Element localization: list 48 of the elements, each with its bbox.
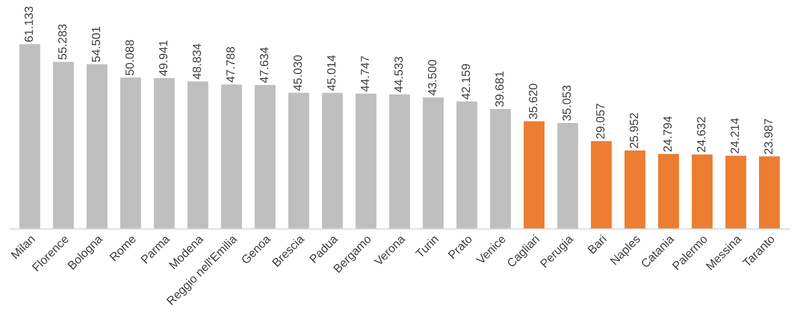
bar xyxy=(86,64,108,229)
bar xyxy=(624,150,646,229)
data-label: 24.632 xyxy=(696,117,706,152)
bar xyxy=(52,62,74,229)
bar xyxy=(422,97,444,229)
bar xyxy=(389,94,410,229)
data-label: 55.283 xyxy=(58,24,67,60)
data-label: 47.634 xyxy=(260,47,268,83)
data-label: 61.133 xyxy=(24,6,33,42)
data-label: 44.533 xyxy=(394,56,403,92)
data-label: 35.620 xyxy=(528,84,538,119)
bar xyxy=(254,84,276,229)
bar xyxy=(456,101,478,229)
bar xyxy=(221,84,242,229)
bar xyxy=(187,81,208,229)
data-label: 45.014 xyxy=(327,55,336,91)
data-label: 29.057 xyxy=(596,104,604,139)
bar xyxy=(658,154,679,229)
data-label: 49.941 xyxy=(159,40,168,76)
data-label: 45.030 xyxy=(294,55,302,91)
bar xyxy=(725,156,746,229)
data-label: 23.987 xyxy=(764,119,773,154)
bar xyxy=(19,44,40,229)
data-label: 35.053 xyxy=(562,86,571,121)
bar xyxy=(557,122,578,229)
bar xyxy=(288,92,310,229)
bar xyxy=(120,78,142,229)
data-label: 48.834 xyxy=(192,44,202,80)
data-label: 47.788 xyxy=(226,47,235,82)
data-label: 39.681 xyxy=(495,72,504,107)
bar xyxy=(759,156,780,229)
bar xyxy=(154,78,175,229)
data-label: 44.747 xyxy=(360,56,370,92)
data-label: 43.500 xyxy=(428,60,436,96)
data-label: 24.214 xyxy=(730,118,739,154)
data-label: 25.952 xyxy=(630,113,638,148)
data-label: 24.794 xyxy=(663,116,672,152)
bar xyxy=(524,121,545,229)
bar xyxy=(322,92,343,229)
bar xyxy=(590,141,612,229)
bar xyxy=(490,108,511,229)
x-tick-label: Turin xyxy=(414,234,439,258)
bar xyxy=(692,154,713,229)
data-label: 54.501 xyxy=(92,26,100,62)
bar xyxy=(356,94,376,229)
data-label: 50.088 xyxy=(125,40,134,76)
x-tick-label: Bari xyxy=(587,234,607,254)
data-label: 42.159 xyxy=(462,64,470,100)
